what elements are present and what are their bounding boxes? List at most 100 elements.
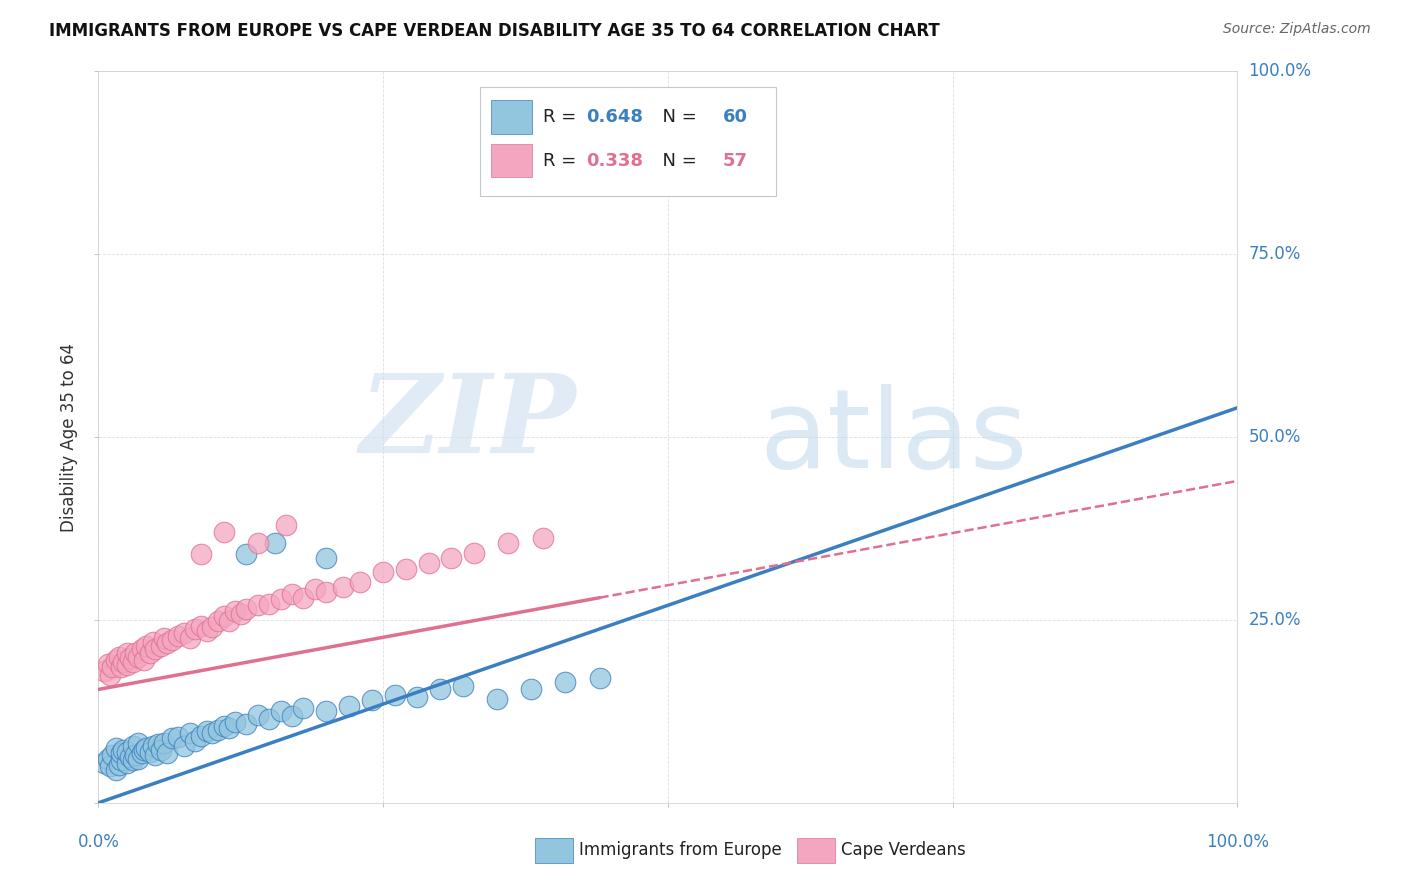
Point [360, 693, 382, 707]
Point [531, 531, 554, 545]
Point [127, 752, 149, 766]
Point [146, 737, 169, 751]
FancyBboxPatch shape [479, 87, 776, 195]
Point [212, 719, 235, 733]
Text: N =: N = [651, 153, 702, 170]
Point [153, 736, 176, 750]
Point [127, 649, 149, 664]
Point [156, 636, 179, 650]
Point [138, 646, 160, 660]
Text: R =: R = [543, 109, 582, 127]
Point [162, 633, 184, 648]
Point [246, 599, 269, 613]
Point [120, 750, 142, 764]
Point [132, 743, 155, 757]
Text: 100.0%: 100.0% [1249, 62, 1312, 80]
Point [115, 745, 138, 759]
Text: 57: 57 [723, 153, 748, 170]
Point [93, 664, 115, 678]
Point [554, 675, 576, 690]
Point [179, 726, 201, 740]
Point [212, 525, 235, 540]
Text: 0.0%: 0.0% [77, 833, 120, 851]
FancyBboxPatch shape [797, 838, 835, 863]
Point [132, 653, 155, 667]
Point [115, 658, 138, 673]
Text: 0.648: 0.648 [586, 109, 643, 127]
Point [349, 574, 371, 589]
Text: 50.0%: 50.0% [1249, 428, 1301, 446]
Point [184, 733, 207, 747]
Point [201, 726, 224, 740]
Point [112, 656, 135, 670]
Point [127, 736, 149, 750]
Point [520, 682, 543, 697]
Point [138, 745, 160, 759]
Point [337, 699, 360, 714]
Point [153, 632, 176, 646]
Point [121, 739, 143, 753]
Point [104, 653, 127, 667]
Point [588, 672, 610, 686]
Point [212, 609, 235, 624]
Point [93, 756, 115, 770]
Point [145, 748, 167, 763]
Point [371, 566, 394, 580]
Point [167, 629, 190, 643]
Point [98, 667, 121, 681]
Point [190, 729, 212, 743]
Point [292, 700, 315, 714]
Point [115, 646, 138, 660]
Point [110, 753, 132, 767]
Point [135, 740, 157, 755]
Point [406, 690, 429, 704]
Point [281, 587, 304, 601]
Point [101, 660, 124, 674]
Point [224, 604, 246, 618]
Point [101, 748, 124, 763]
Text: Source: ZipAtlas.com: Source: ZipAtlas.com [1223, 22, 1371, 37]
Point [281, 709, 304, 723]
Point [315, 585, 337, 599]
Point [115, 756, 138, 770]
Point [190, 619, 212, 633]
Point [207, 615, 229, 629]
Point [184, 622, 207, 636]
Point [98, 759, 121, 773]
Text: 60: 60 [723, 109, 748, 127]
Point [108, 649, 131, 664]
Point [104, 763, 127, 777]
Point [259, 597, 281, 611]
Point [207, 723, 229, 737]
Point [110, 660, 132, 674]
Point [167, 730, 190, 744]
Point [440, 550, 463, 565]
Point [315, 550, 337, 565]
Point [173, 626, 195, 640]
Point [332, 580, 354, 594]
Point [218, 615, 240, 629]
Text: R =: R = [543, 153, 582, 170]
Point [173, 739, 195, 753]
Point [224, 715, 246, 730]
Point [270, 705, 292, 719]
Point [96, 752, 118, 766]
Text: 0.338: 0.338 [586, 153, 643, 170]
Point [150, 639, 173, 653]
Point [429, 682, 451, 697]
Point [131, 642, 153, 657]
Point [112, 743, 135, 757]
Point [486, 692, 509, 706]
Point [235, 716, 257, 731]
Text: N =: N = [651, 109, 702, 127]
Point [110, 746, 132, 760]
Text: 25.0%: 25.0% [1249, 611, 1301, 629]
Point [201, 620, 224, 634]
Point [120, 651, 142, 665]
Text: IMMIGRANTS FROM EUROPE VS CAPE VERDEAN DISABILITY AGE 35 TO 64 CORRELATION CHART: IMMIGRANTS FROM EUROPE VS CAPE VERDEAN D… [49, 22, 941, 40]
Point [142, 739, 165, 753]
Point [229, 607, 252, 621]
Text: 100.0%: 100.0% [1206, 833, 1268, 851]
Point [142, 635, 165, 649]
Point [121, 656, 143, 670]
